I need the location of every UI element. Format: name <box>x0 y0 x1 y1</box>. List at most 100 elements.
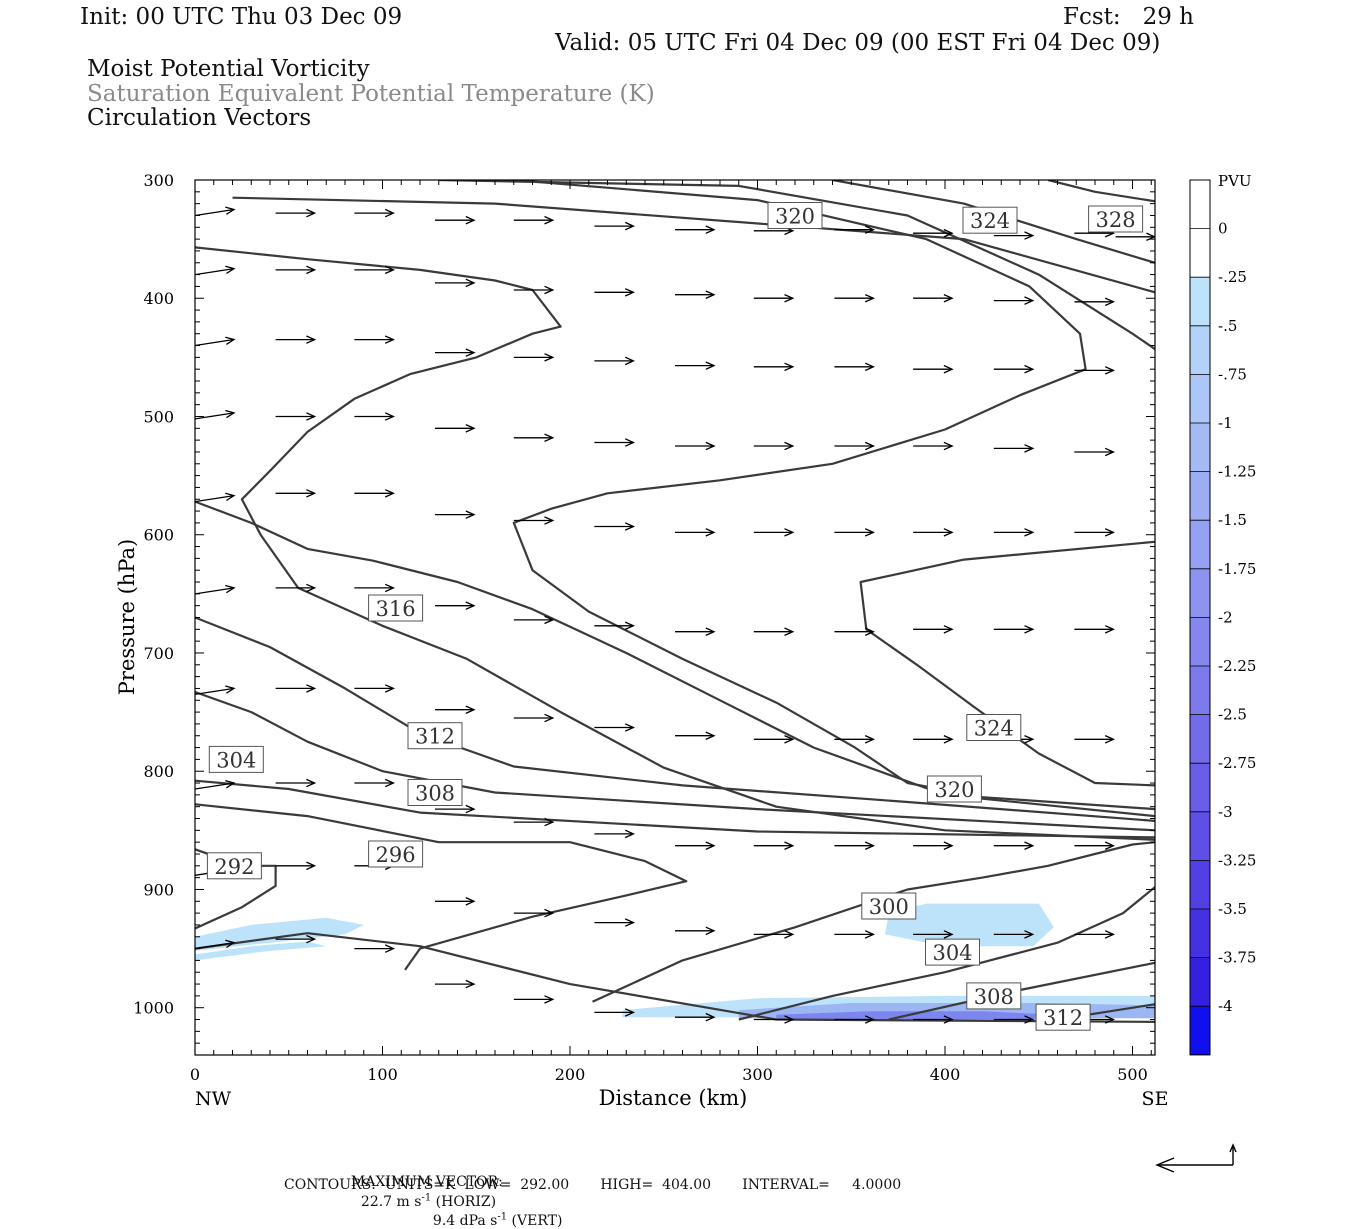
y-axis-title: Pressure (hPa) <box>115 539 139 695</box>
circulation-vector <box>195 584 236 595</box>
circulation-vector <box>275 265 317 275</box>
circulation-vector <box>513 615 555 625</box>
colorbar-segment <box>1190 423 1210 473</box>
circulation-vector <box>275 208 317 218</box>
svg-text:296: 296 <box>376 843 416 867</box>
circulation-vector <box>513 516 555 525</box>
circulation-vector <box>195 265 236 276</box>
theta-es-contour <box>592 841 1155 1003</box>
x-tick-label: 500 <box>1117 1065 1148 1084</box>
circulation-vector <box>913 735 954 744</box>
colorbar-label: -1 <box>1218 414 1233 432</box>
circulation-vector <box>675 731 716 740</box>
colorbar-label: -.25 <box>1218 268 1247 286</box>
theta-es-contour <box>1047 180 1155 203</box>
contour-label: 320 <box>926 775 982 803</box>
circulation-vector <box>834 1015 875 1024</box>
circulation-vector <box>675 528 716 537</box>
svg-text:312: 312 <box>415 725 455 749</box>
theta-es-contour <box>512 180 1155 811</box>
theta-es-contour <box>438 180 1155 351</box>
circulation-vector <box>435 510 476 519</box>
max-horiz-vector: 22.7 m s-1 (HORIZ) <box>360 1192 497 1210</box>
circulation-vector <box>913 841 954 850</box>
circulation-vector <box>1074 735 1115 744</box>
circulation-vector <box>513 285 555 295</box>
mpv-region <box>885 903 1054 947</box>
circulation-vector <box>195 685 236 696</box>
contour-label: 320 <box>767 202 823 229</box>
circulation-vector <box>435 424 476 433</box>
contour-label: 324 <box>966 714 1022 741</box>
colorbar-label: 0 <box>1218 220 1228 238</box>
circulation-vector <box>594 1008 635 1017</box>
circulation-vector <box>354 778 395 788</box>
theta-es-contour <box>195 246 1155 841</box>
svg-text:304: 304 <box>932 941 972 965</box>
svg-text:324: 324 <box>974 717 1014 741</box>
colorbar-segment <box>1190 957 1210 1007</box>
circulation-vector <box>435 278 476 288</box>
circulation-vector <box>913 528 954 537</box>
circulation-vector <box>1074 366 1115 375</box>
circulation-vector <box>513 353 555 362</box>
circulation-vector <box>834 841 875 850</box>
contour-label: 304 <box>925 938 980 966</box>
colorbar-segment <box>1190 617 1210 667</box>
svg-text:308: 308 <box>415 782 455 806</box>
x-end-label-nw: NW <box>195 1088 232 1110</box>
circulation-vector <box>354 412 395 421</box>
circulation-vector <box>834 627 875 636</box>
circulation-vector <box>753 441 795 451</box>
y-tick-label: 900 <box>143 880 174 899</box>
colorbar-label: -3.5 <box>1218 900 1247 918</box>
circulation-vector <box>275 934 317 944</box>
circulation-vector <box>594 438 635 447</box>
circulation-vector <box>513 995 555 1004</box>
theta-es-contour <box>232 196 1155 294</box>
circulation-vector <box>753 294 795 303</box>
svg-text:328: 328 <box>1096 208 1136 232</box>
circulation-vector <box>993 930 1035 939</box>
circulation-vector <box>913 625 954 634</box>
svg-text:324: 324 <box>970 209 1010 233</box>
colorbar-label: -.5 <box>1218 317 1237 335</box>
max-vector-label: MAXIMUM VECTOR: <box>350 1174 503 1190</box>
field-title-vectors: Circulation Vectors <box>87 105 312 131</box>
mpv-region <box>195 941 327 961</box>
contour-label: 296 <box>368 840 424 868</box>
circulation-vector <box>834 225 875 234</box>
circulation-vector <box>753 528 795 537</box>
circulation-vector <box>594 221 635 231</box>
circulation-vector <box>753 362 795 372</box>
circulation-vector <box>594 288 635 297</box>
circulation-vector <box>993 296 1035 305</box>
theta-es-contour <box>195 690 1155 832</box>
circulation-vector <box>675 361 716 370</box>
circulation-vector <box>1074 930 1115 939</box>
theta-es-contour <box>832 180 1155 264</box>
circulation-vector <box>913 294 954 303</box>
circulation-vector <box>675 1012 716 1022</box>
circulation-vector <box>993 364 1035 374</box>
circulation-vector <box>354 684 395 693</box>
colorbar-label: -2 <box>1218 608 1233 626</box>
circulation-vector <box>275 489 317 498</box>
colorbar-segment <box>1190 811 1210 861</box>
y-tick-label: 400 <box>143 289 174 308</box>
circulation-vector <box>354 265 395 275</box>
svg-text:292: 292 <box>214 855 254 879</box>
colorbar-unit: PVU <box>1218 172 1252 190</box>
circulation-vector <box>275 583 317 593</box>
y-tick-label: 600 <box>143 526 174 545</box>
circulation-vector <box>513 817 555 827</box>
circulation-vector <box>275 778 317 788</box>
circulation-vector <box>435 804 476 814</box>
circulation-vector <box>354 944 395 953</box>
svg-text:320: 320 <box>775 205 815 229</box>
circulation-vector <box>435 348 476 357</box>
circulation-vector <box>753 841 795 850</box>
circulation-vector <box>275 412 317 421</box>
circulation-vector <box>594 723 635 732</box>
circulation-vector <box>834 930 875 939</box>
